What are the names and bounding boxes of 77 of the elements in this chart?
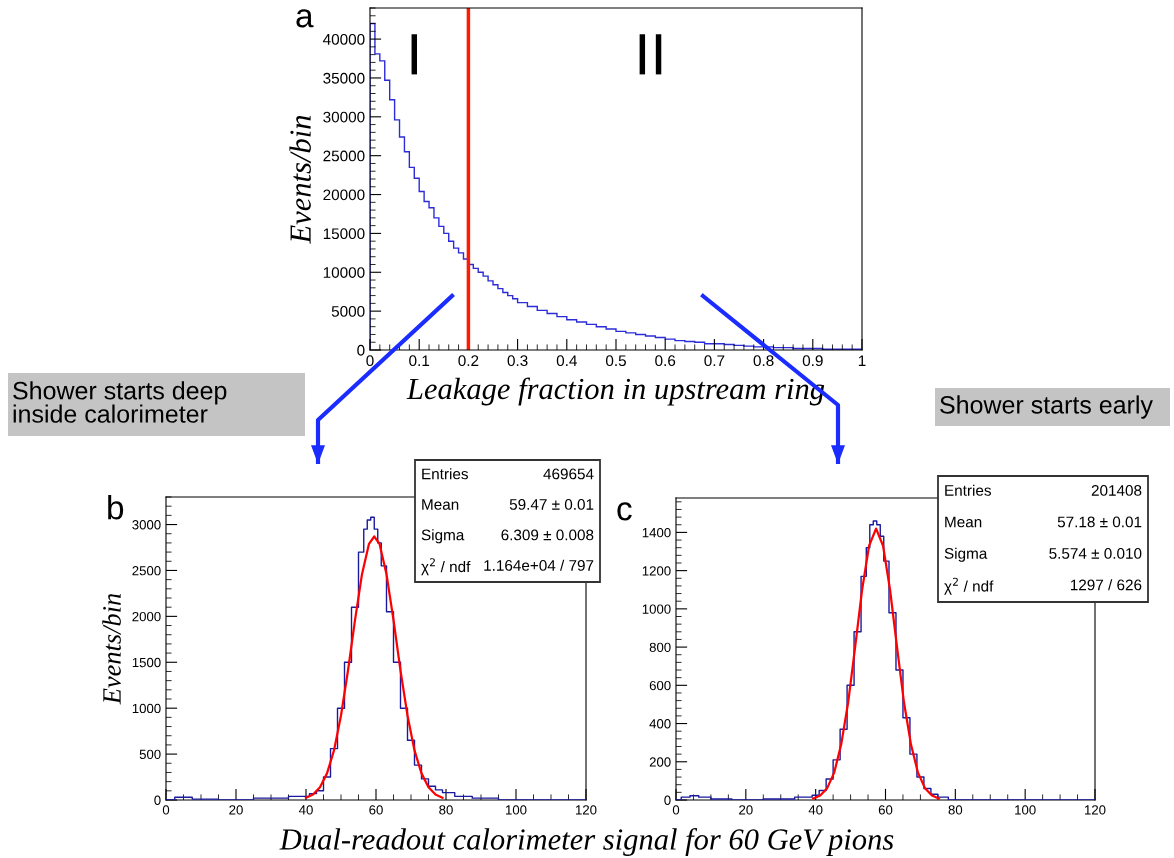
annotation: Mean xyxy=(422,499,459,510)
annotation: 6.309 ± 0.008 xyxy=(501,529,594,541)
y-tick-label: 25000 xyxy=(323,150,365,162)
x-tick-label: 120 xyxy=(576,805,597,815)
annotation: 1.164e+04 / 797 xyxy=(484,559,594,571)
x-tick-label: 0.6 xyxy=(655,355,676,367)
y-tick-label: 5000 xyxy=(331,306,365,317)
y-axis-title: Events/bin xyxy=(102,593,121,705)
x-tick-label: 0.5 xyxy=(605,355,626,367)
chart-title: c xyxy=(617,502,632,521)
x-tick-label: 40 xyxy=(808,805,823,815)
y-tick-label: 20000 xyxy=(323,189,365,201)
annotation: 1297 / 626 xyxy=(1070,579,1142,591)
y-tick-label: 1500 xyxy=(132,657,161,668)
y-axis-title: Events/bin xyxy=(289,115,311,244)
chart-title: a xyxy=(296,9,314,28)
y-tick-label: 1000 xyxy=(642,604,671,614)
x-tick-label: 1 xyxy=(858,355,866,366)
y-tick-label: 0 xyxy=(357,344,365,356)
y-tick-label: 40000 xyxy=(323,33,365,45)
annotation: 59.47 ± 0.01 xyxy=(509,499,594,510)
annotation: χ$^{2}$ / ndf xyxy=(421,558,471,576)
x-tick-label: 60 xyxy=(878,805,893,815)
y-tick-label: 500 xyxy=(139,749,161,759)
x-tick-label: 0.2 xyxy=(458,355,479,367)
y-tick-label: 1000 xyxy=(132,703,161,714)
x-tick-label: 40 xyxy=(298,805,313,815)
y-tick-label: 0 xyxy=(154,795,161,805)
x-tick-label: 20 xyxy=(739,805,753,815)
y-tick-label: 10000 xyxy=(323,267,365,278)
x-tick-label: 0.7 xyxy=(704,355,725,367)
x-tick-label: 20 xyxy=(229,805,243,815)
annotation: Sigma xyxy=(421,529,465,544)
annotation: Mean xyxy=(945,516,982,528)
x-tick-label: 0.8 xyxy=(753,355,774,367)
x-tick-label: 80 xyxy=(948,805,963,815)
y-tick-label: 1400 xyxy=(642,527,671,538)
text: Shower starts early xyxy=(940,395,1153,419)
x-tick-label: 0 xyxy=(672,805,680,815)
x-tick-label: 0.4 xyxy=(556,355,577,367)
x-axis-title: Dual-readout calorimeter signal for 60 GeV pions xyxy=(279,827,894,857)
text: Entries xyxy=(945,484,991,496)
x-tick-label: 60 xyxy=(369,805,383,815)
x-axis-title: Leakage fraction in upstream ring xyxy=(406,377,825,406)
y-tick-label: 2500 xyxy=(132,566,161,576)
text: Shower starts deep inside calorimeter xyxy=(13,381,227,423)
annotation: I xyxy=(411,34,418,75)
y-tick-label: 600 xyxy=(649,680,671,691)
text: 469654 xyxy=(543,468,594,480)
text: 201408 xyxy=(1091,485,1142,496)
x-tick-label: 100 xyxy=(1015,805,1036,815)
text: Entries xyxy=(422,468,468,480)
y-tick-label: 2000 xyxy=(132,611,161,622)
x-tick-label: 0.1 xyxy=(409,355,430,367)
x-tick-label: 0.3 xyxy=(507,355,528,367)
annotation: χ$^{2}$ / ndf xyxy=(944,577,994,595)
y-tick-label: 15000 xyxy=(323,228,365,240)
y-tick-label: 0 xyxy=(664,795,671,805)
x-tick-label: 100 xyxy=(506,805,527,815)
annotation: Sigma xyxy=(944,547,988,562)
x-tick-label: 0 xyxy=(366,355,374,367)
x-tick-label: 0.9 xyxy=(802,355,823,367)
chart-title: b xyxy=(108,495,124,520)
y-tick-label: 400 xyxy=(649,719,671,729)
y-tick-label: 1200 xyxy=(642,566,671,576)
y-tick-label: 35000 xyxy=(323,72,365,84)
annotation: 57.18 ± 0.01 xyxy=(1057,516,1142,528)
annotation: II xyxy=(639,34,662,75)
x-tick-label: 0 xyxy=(162,805,170,815)
y-tick-label: 3000 xyxy=(132,520,161,530)
y-tick-label: 800 xyxy=(649,642,671,652)
y-tick-label: 30000 xyxy=(323,111,365,123)
annotation: 5.574 ± 0.010 xyxy=(1049,548,1142,559)
x-tick-label: 80 xyxy=(439,805,453,815)
line-series xyxy=(812,527,941,800)
y-tick-label: 200 xyxy=(649,757,671,767)
x-tick-label: 120 xyxy=(1085,805,1106,815)
